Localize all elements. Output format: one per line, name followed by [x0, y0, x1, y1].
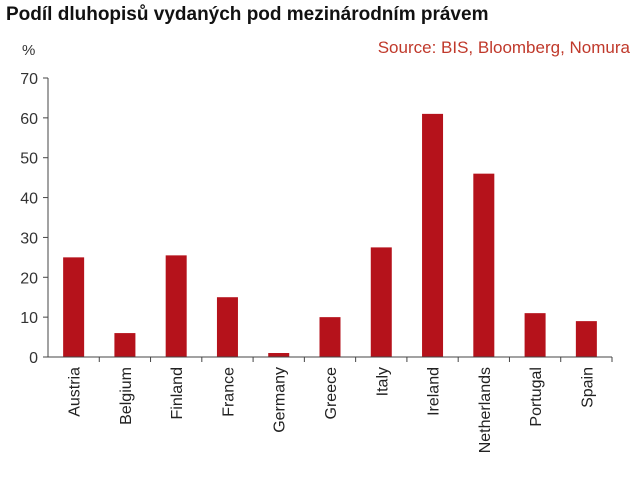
bar-italy — [370, 247, 392, 357]
x-tick-label-italy: Italy — [374, 367, 391, 396]
y-tick-label: 40 — [20, 191, 38, 208]
x-tick-label-portugal: Portugal — [528, 367, 545, 427]
bar-netherlands — [473, 173, 495, 357]
y-tick-label: 30 — [20, 230, 38, 247]
bar-greece — [319, 317, 341, 357]
bar-belgium — [114, 333, 136, 357]
y-tick-label: 20 — [20, 270, 38, 287]
x-tick-label-austria: Austria — [67, 367, 84, 417]
x-tick-label-finland: Finland — [169, 367, 186, 419]
y-tick-label: 10 — [20, 310, 38, 327]
y-tick-label: 50 — [20, 151, 38, 168]
x-tick-label-greece: Greece — [323, 367, 340, 420]
bar-spain — [575, 321, 597, 357]
bar-finland — [165, 255, 187, 357]
bar-austria — [63, 257, 85, 357]
y-tick-label: 60 — [20, 111, 38, 128]
chart-title: Podíl dluhopisů vydaných pod mezinárodní… — [6, 4, 489, 25]
chart-source: Source: BIS, Bloomberg, Nomura — [377, 38, 630, 57]
bar-germany — [268, 353, 290, 357]
y-axis-unit-label: % — [22, 42, 35, 59]
x-tick-label-ireland: Ireland — [426, 367, 443, 416]
x-tick-label-germany: Germany — [272, 367, 289, 433]
x-tick-label-belgium: Belgium — [118, 367, 135, 425]
y-tick-label: 0 — [29, 350, 38, 367]
y-tick-label: 70 — [20, 71, 38, 88]
bar-portugal — [524, 313, 546, 357]
x-tick-label-netherlands: Netherlands — [477, 367, 494, 453]
bar-france — [216, 297, 238, 357]
x-tick-label-spain: Spain — [579, 367, 596, 408]
x-tick-label-france: France — [220, 367, 237, 417]
bar-ireland — [422, 113, 444, 357]
